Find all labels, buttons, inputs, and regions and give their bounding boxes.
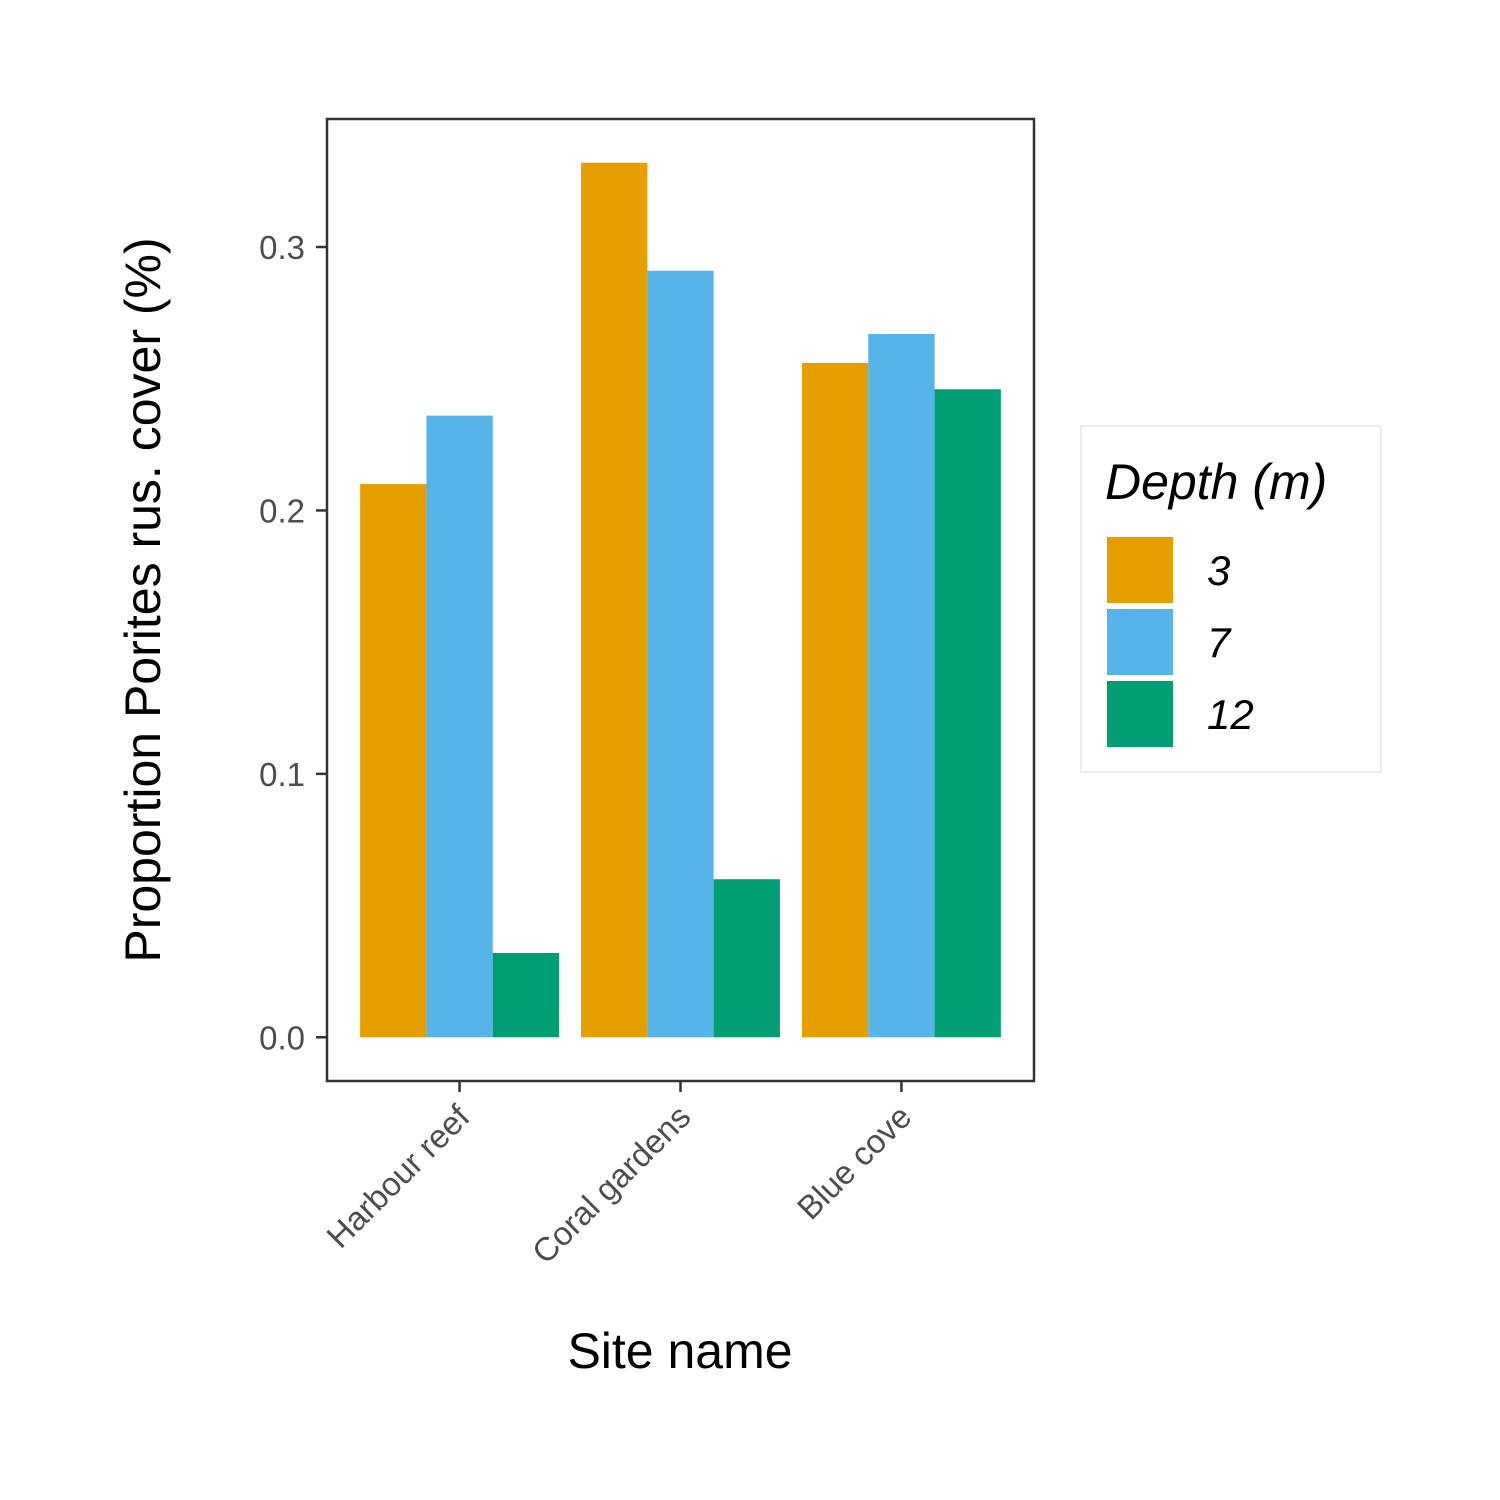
bar-7-coral-gardens xyxy=(647,270,714,1038)
legend-label-3: 3 xyxy=(1207,547,1230,594)
y-axis: 0.0 0.1 0.2 0.3 xyxy=(259,229,327,1056)
legend-key-3 xyxy=(1107,537,1173,603)
y-tick-label: 0.3 xyxy=(259,229,305,266)
y-tick-label: 0.1 xyxy=(259,756,305,793)
bar-3-blue-cove xyxy=(802,362,869,1038)
bar-12-coral-gardens xyxy=(713,879,780,1038)
legend-label-7: 7 xyxy=(1207,619,1232,666)
x-axis: Harbour reef Coral gardens Blue cove xyxy=(319,1081,918,1271)
bar-12-harbour-reef xyxy=(492,952,559,1038)
legend: Depth (m) 3 7 12 xyxy=(1080,425,1382,773)
bar-7-harbour-reef xyxy=(426,415,493,1038)
bar-3-coral-gardens xyxy=(581,162,648,1038)
legend-items: 3 7 12 xyxy=(1107,537,1254,747)
x-tick-label: Coral gardens xyxy=(525,1098,698,1271)
legend-key-7 xyxy=(1107,609,1173,675)
x-tick-label: Blue cove xyxy=(790,1098,919,1227)
x-tick-label: Harbour reef xyxy=(319,1097,477,1255)
y-tick-label: 0.2 xyxy=(259,492,305,529)
legend-title: Depth (m) xyxy=(1105,454,1327,510)
legend-label-12: 12 xyxy=(1207,691,1254,738)
bar-7-blue-cove xyxy=(868,333,935,1038)
x-axis-title: Site name xyxy=(567,1323,792,1379)
bars-layer xyxy=(360,162,1001,1038)
bar-12-blue-cove xyxy=(934,389,1001,1038)
y-axis-title: Proportion Porites rus. cover (%) xyxy=(115,237,171,962)
y-tick-label: 0.0 xyxy=(259,1019,305,1056)
legend-key-12 xyxy=(1107,681,1173,747)
bar-3-harbour-reef xyxy=(360,484,427,1038)
